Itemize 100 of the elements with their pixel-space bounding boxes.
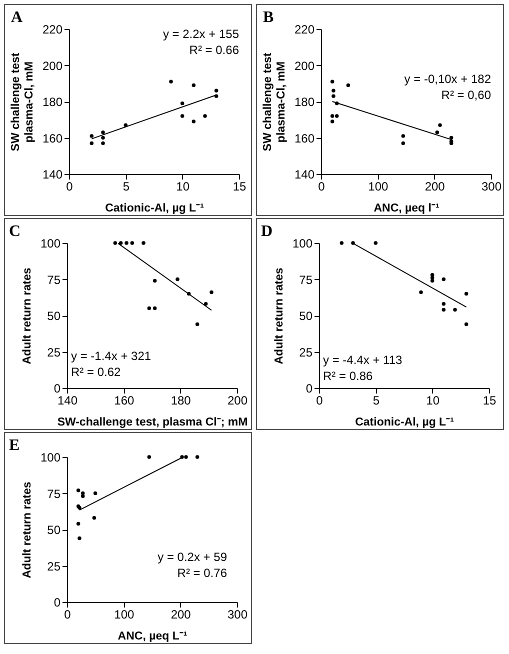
point: [330, 80, 334, 84]
point: [210, 290, 214, 294]
y-tick-label: 75: [47, 486, 61, 501]
chart-title: B: [263, 9, 274, 26]
point: [192, 120, 196, 124]
y-tick-label: 180: [42, 95, 63, 109]
x-tick-label: 10: [176, 180, 190, 194]
point: [442, 308, 446, 312]
y-tick-label: 25: [299, 345, 313, 360]
point: [351, 241, 355, 245]
annotation: R² = 0,60: [441, 88, 492, 102]
y-axis-title: Adult return rates: [21, 482, 34, 578]
x-axis-title: SW-challenge test, plasma Cl⁻; mM: [57, 416, 248, 428]
x-tick-label: 10: [426, 394, 440, 408]
annotation: y = 0.2x + 59: [158, 550, 228, 564]
point: [453, 308, 457, 312]
point: [113, 241, 118, 245]
point: [147, 306, 152, 310]
chart-title: E: [9, 437, 20, 454]
annotation: y = -4.4x + 113: [323, 353, 402, 367]
point: [152, 306, 157, 310]
y-tick-label: 160: [294, 131, 315, 146]
x-tick-label: 160: [114, 394, 134, 408]
x-tick-label: 5: [122, 180, 130, 194]
point: [435, 130, 440, 134]
y-axis-title: SW challenge test plasma-Cl, mM: [262, 52, 288, 152]
point: [80, 494, 85, 498]
point: [176, 277, 180, 282]
point: [334, 114, 339, 118]
y-tick-label: 0: [54, 596, 61, 610]
point: [147, 455, 152, 459]
point: [192, 83, 196, 88]
y-tick-label: 0: [54, 382, 61, 396]
annotation: y = 2.2x + 155: [162, 27, 240, 41]
y-tick-label: 0: [306, 382, 313, 396]
point: [92, 516, 96, 520]
x-axis-title: ANC, µeq l⁻¹: [374, 202, 440, 214]
point: [430, 278, 434, 283]
point: [169, 80, 173, 84]
point: [184, 455, 188, 459]
point: [330, 120, 334, 124]
x-tick-label: 100: [368, 180, 388, 194]
y-axis-title: SW challenge test plasma-Cl, mM: [10, 52, 36, 152]
y-tick-label: 100: [40, 236, 61, 250]
point: [152, 278, 157, 283]
y-axis-title: Adult return rates: [273, 268, 286, 364]
annotation: R² = 0.86: [323, 369, 374, 383]
y-tick-label: 50: [47, 523, 61, 537]
point: [332, 94, 336, 98]
y-tick-label: 200: [42, 58, 63, 73]
y-tick-label: 25: [47, 559, 61, 574]
point: [195, 455, 200, 459]
point: [101, 130, 105, 134]
point: [374, 241, 378, 245]
y-tick-label: 100: [40, 450, 61, 464]
point: [180, 101, 184, 106]
y-tick-label: 100: [292, 236, 313, 250]
x-axis-title: Cationic-Al, µg L⁻¹: [105, 202, 204, 214]
point: [78, 536, 82, 540]
point: [340, 241, 344, 245]
point: [124, 241, 128, 245]
point: [130, 241, 134, 245]
point: [214, 88, 218, 92]
point: [76, 488, 80, 492]
point: [90, 134, 94, 138]
point: [346, 83, 350, 88]
x-tick-label: 0: [316, 394, 324, 408]
chart-title: D: [261, 223, 273, 240]
annotation: R² = 0.76: [177, 566, 228, 580]
annotation: R² = 0.62: [71, 365, 122, 379]
x-tick-label: 15: [482, 394, 496, 408]
point: [464, 292, 468, 296]
y-tick-label: 50: [47, 309, 61, 323]
x-tick-label: 200: [227, 394, 248, 408]
point: [401, 134, 406, 138]
point: [442, 302, 446, 306]
point: [76, 522, 80, 526]
y-tick-label: 160: [42, 131, 63, 146]
point: [203, 114, 207, 118]
point: [80, 491, 85, 496]
y-tick-label: 200: [294, 58, 315, 73]
point: [195, 322, 200, 326]
x-tick-label: 180: [170, 394, 192, 408]
x-tick-label: 5: [372, 394, 380, 408]
point: [401, 141, 406, 146]
y-tick-label: 140: [294, 168, 315, 182]
chart-title: A: [11, 9, 23, 26]
y-tick-label: 25: [47, 345, 61, 360]
point: [180, 114, 184, 118]
x-tick-label: 15: [232, 180, 246, 194]
point: [464, 322, 468, 326]
point: [124, 123, 128, 127]
point: [142, 241, 146, 245]
y-tick-label: 220: [294, 22, 315, 36]
point: [330, 114, 334, 118]
point: [204, 302, 208, 306]
chart-title: C: [9, 223, 21, 240]
point: [449, 136, 454, 140]
x-axis-title: Cationic-Al, µg L⁻¹: [355, 416, 454, 428]
x-tick-label: 200: [170, 608, 192, 622]
